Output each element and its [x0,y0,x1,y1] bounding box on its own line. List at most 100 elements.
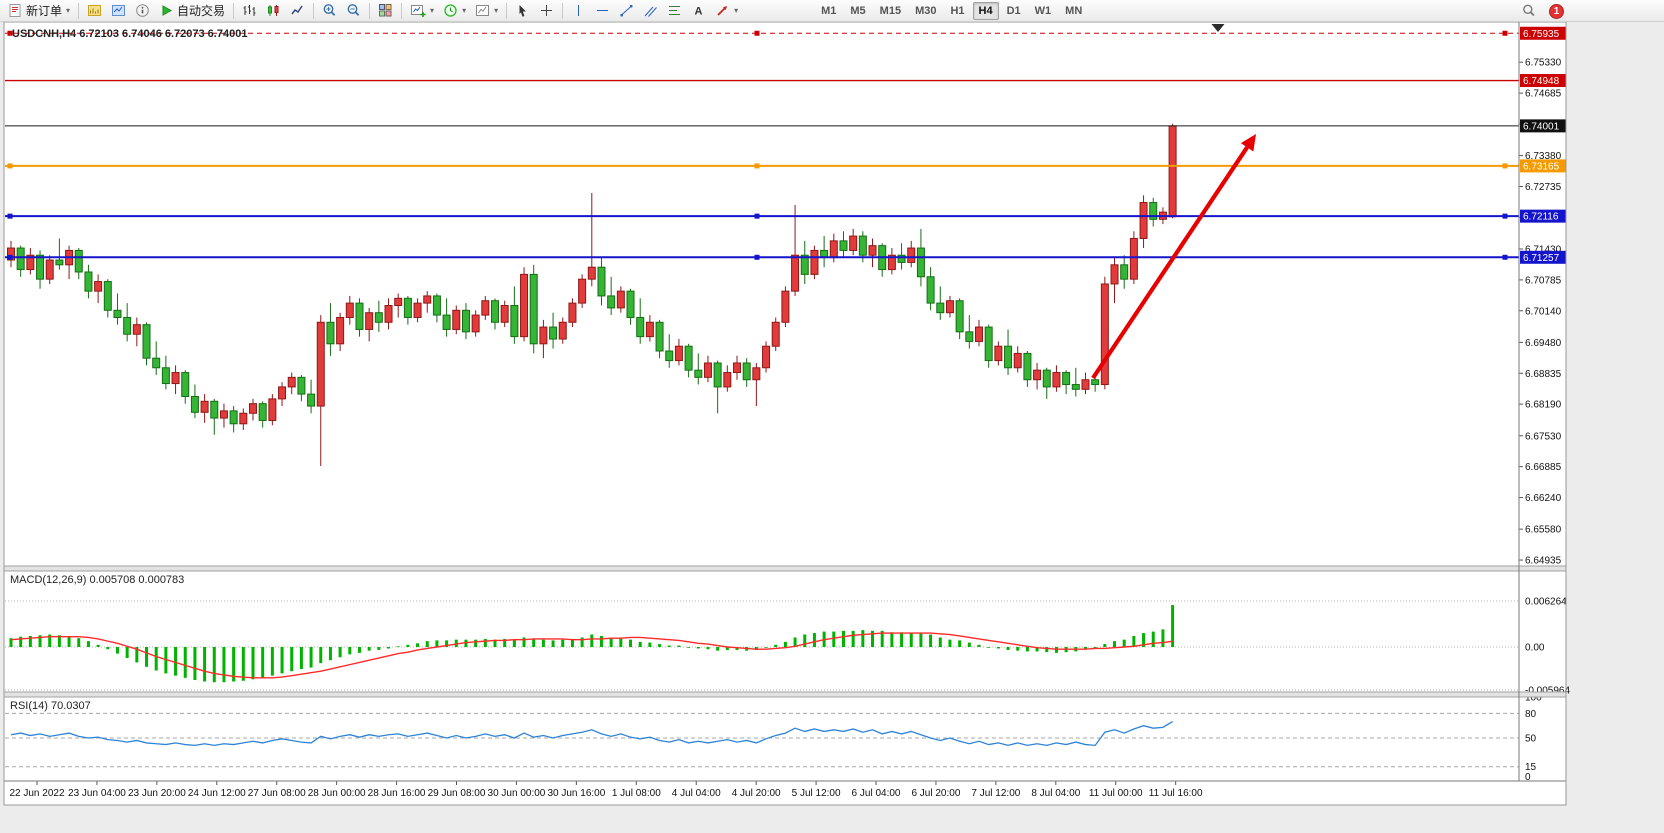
svg-text:27 Jun 08:00: 27 Jun 08:00 [248,788,306,799]
info-icon [136,4,149,17]
periods-button[interactable]: ▾ [439,1,470,21]
panel-splitter-rsi[interactable] [3,691,1567,698]
tile-windows-button[interactable] [374,1,397,21]
timeframe-w1[interactable]: W1 [1034,4,1052,17]
crosshair-icon [541,5,553,16]
arrows-tool-button[interactable]: ▾ [711,1,742,21]
news-button[interactable] [131,1,154,21]
macd-panel: 0.006264 0.00 -0.005964 [5,597,1570,697]
svg-text:24 Jun 12:00: 24 Jun 12:00 [188,788,246,799]
bar-chart-button[interactable] [238,1,261,21]
price-label-6.71257 [1520,250,1566,264]
search-button[interactable] [1517,1,1541,21]
timeframe-d1[interactable]: D1 [1006,4,1021,17]
chart-ohlc-title: USDCNH,H4 6.72103 6.74046 6.72073 6.7400… [12,28,247,40]
svg-text:6.66240: 6.66240 [1525,493,1562,504]
price-label-6.72116 [1520,209,1566,223]
zoom-in-button[interactable] [318,1,341,21]
text-tool-button[interactable]: A [687,1,710,21]
vertical-line-icon [578,5,580,16]
timeframe-m1[interactable]: M1 [821,4,837,17]
rsi-panel: 100 80 50 150 [5,693,1542,783]
svg-text:80: 80 [1525,709,1537,720]
candlesticks-icon [268,5,279,16]
fibonacci-tool-button[interactable] [663,1,686,21]
search-icon [1523,4,1535,17]
fibonacci-icon [669,6,681,15]
new-order-label: 新订单 [26,4,63,18]
candlestick-chart-button[interactable] [262,1,285,21]
templates-button[interactable]: ▾ [471,1,502,21]
timeframe-h4[interactable]: H4 [972,1,999,20]
svg-text:28 Jun 00:00: 28 Jun 00:00 [308,788,366,799]
chart-profile-button[interactable] [83,1,106,21]
notification-badge[interactable]: 1 [1549,3,1564,19]
arrow-shape-icon [717,6,728,16]
panel-splitter-macd[interactable] [3,565,1567,572]
new-order-button[interactable]: 新订单 ▾ [4,1,74,21]
svg-text:6.68190: 6.68190 [1525,400,1562,411]
play-icon [162,5,173,16]
line-chart-button[interactable] [286,1,309,21]
trendline-icon [620,5,633,17]
trend-arrow [1091,146,1249,380]
horizontal-line-icon [597,10,609,11]
channel-icon [644,6,657,17]
timeframe-m15[interactable]: M15 [879,4,902,17]
svg-text:6.74948: 6.74948 [1523,76,1560,87]
svg-text:6.73380: 6.73380 [1525,151,1562,162]
timeframe-m5[interactable]: M5 [850,4,866,17]
svg-text:0: 0 [1525,772,1531,783]
new-order-icon [9,4,21,17]
chevron-down-icon: ▾ [734,6,739,15]
svg-text:6.74685: 6.74685 [1525,89,1562,100]
svg-text:6.72116: 6.72116 [1523,212,1559,223]
tile-windows-icon [379,4,392,17]
toolbar-separator [506,2,508,19]
svg-text:8 Jul 04:00: 8 Jul 04:00 [1031,788,1080,799]
zoom-out-icon [347,4,360,16]
indicators-button[interactable]: ▾ [406,1,438,21]
svg-text:7 Jul 12:00: 7 Jul 12:00 [971,788,1020,799]
svg-text:30 Jun 16:00: 30 Jun 16:00 [547,788,605,799]
timeframe-mn[interactable]: MN [1065,4,1083,17]
autotrading-label: 自动交易 [177,4,226,18]
horizontal-line-tool-button[interactable] [591,1,614,21]
timeframe-m30[interactable]: M30 [915,4,937,17]
shift-marker-icon [1211,24,1225,32]
svg-text:100: 100 [1525,693,1542,704]
zoom-out-button[interactable] [342,1,365,21]
svg-text:29 Jun 08:00: 29 Jun 08:00 [428,788,486,799]
timeframe-h1[interactable]: H1 [950,4,965,17]
main-chart-panel[interactable] [4,22,1519,566]
price-axis[interactable] [1519,22,1566,781]
indicators-icon [411,5,426,17]
cursor-button[interactable] [511,1,534,21]
svg-text:6 Jul 04:00: 6 Jul 04:00 [852,788,901,799]
channel-tool-button[interactable] [639,1,662,21]
svg-text:6.64935: 6.64935 [1525,556,1562,567]
toolbar-separator [78,2,80,19]
svg-text:6.74001: 6.74001 [1523,121,1560,132]
cursor-icon [519,5,527,17]
time-axis[interactable] [4,781,1566,805]
ohlc-bars-icon [243,5,256,16]
trendline-tool-button[interactable] [615,1,638,21]
crosshair-button[interactable] [535,1,558,21]
vertical-line-tool-button[interactable] [567,1,590,21]
chart-window-border [3,21,1567,806]
svg-text:23 Jun 04:00: 23 Jun 04:00 [68,788,126,799]
toolbar-right-group: 1 [1517,0,1564,22]
autotrading-button[interactable]: 自动交易 [155,1,229,21]
svg-text:28 Jun 16:00: 28 Jun 16:00 [368,788,426,799]
data-window-button[interactable] [107,1,130,21]
horizontal-lines-layer[interactable] [5,30,1519,260]
svg-text:4 Jul 04:00: 4 Jul 04:00 [672,788,721,799]
svg-text:22 Jun 2022: 22 Jun 2022 [9,788,64,799]
svg-text:1 Jul 08:00: 1 Jul 08:00 [612,788,661,799]
template-icon [476,5,490,16]
svg-text:50: 50 [1525,734,1537,745]
chevron-down-icon: ▾ [462,6,467,15]
chart-profile-icon [88,5,102,16]
chevron-down-icon: ▾ [494,6,499,15]
